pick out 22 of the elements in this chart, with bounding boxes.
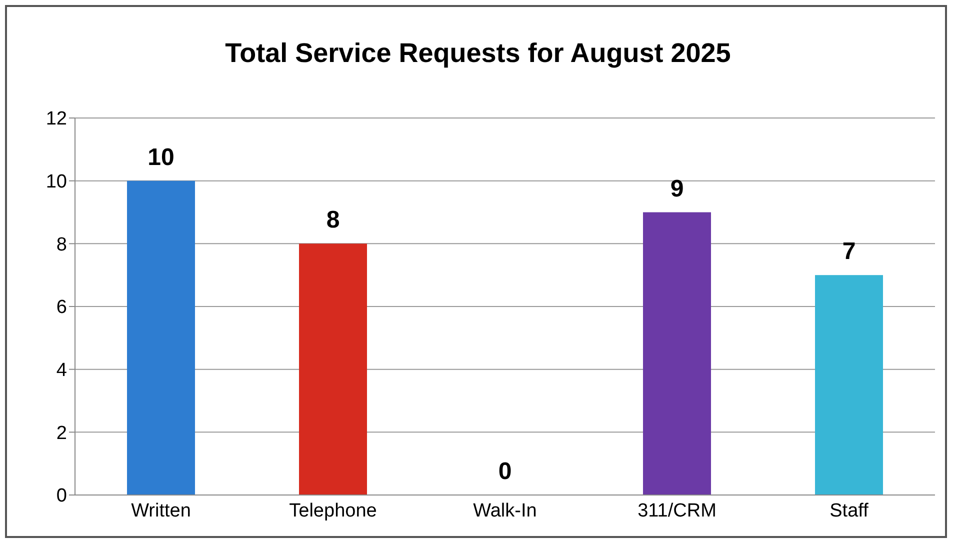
chart-title: Total Service Requests for August 2025 xyxy=(224,38,732,69)
y-tick-label: 2 xyxy=(56,422,67,444)
x-tick-label: Written xyxy=(131,500,191,522)
data-label: 7 xyxy=(842,238,856,266)
y-tick-label: 6 xyxy=(56,297,67,318)
x-tick-label: Walk-In xyxy=(473,500,537,522)
y-tick-label: 12 xyxy=(46,108,67,130)
y-tick-label: 10 xyxy=(46,172,67,193)
data-label: 0 xyxy=(498,458,512,485)
x-tick-label: 311/CRM xyxy=(638,500,716,522)
x-tick-label: Staff xyxy=(830,500,870,522)
data-label: 9 xyxy=(670,175,684,202)
y-tick-label: 0 xyxy=(56,486,67,507)
data-label: 8 xyxy=(326,206,340,234)
data-label: 10 xyxy=(148,144,174,171)
bar xyxy=(643,212,711,495)
y-tick-label: 8 xyxy=(56,234,67,256)
y-tick-label: 4 xyxy=(56,360,68,382)
bar xyxy=(815,275,883,495)
x-tick-label: Telephone xyxy=(289,500,377,522)
bar xyxy=(127,180,195,495)
bar xyxy=(299,244,367,495)
